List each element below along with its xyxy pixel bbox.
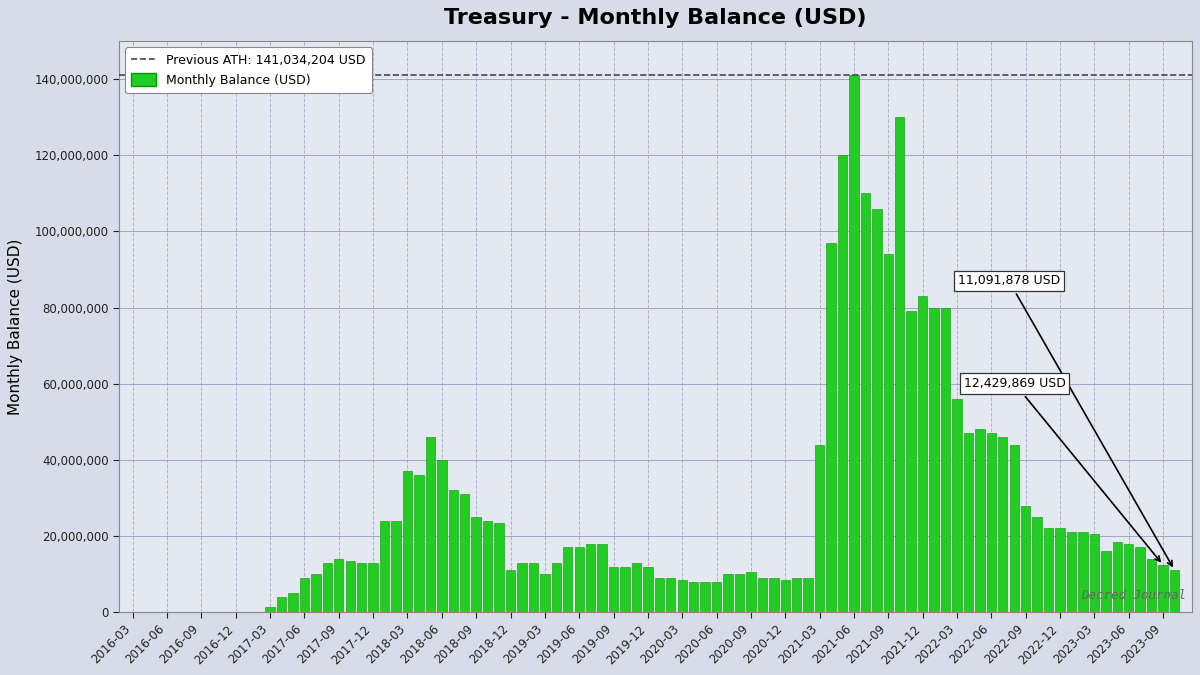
Bar bbox=[482, 521, 492, 612]
Title: Treasury - Monthly Balance (USD): Treasury - Monthly Balance (USD) bbox=[444, 8, 866, 28]
Bar bbox=[1102, 551, 1110, 612]
Bar bbox=[655, 578, 664, 612]
Bar bbox=[449, 490, 458, 612]
Bar bbox=[1009, 445, 1019, 612]
Text: Decred Journal: Decred Journal bbox=[1081, 589, 1187, 602]
Bar bbox=[1135, 547, 1145, 612]
Bar bbox=[1170, 570, 1180, 612]
Bar bbox=[311, 574, 320, 612]
Bar bbox=[757, 578, 767, 612]
Bar bbox=[563, 547, 572, 612]
Bar bbox=[918, 296, 928, 612]
Bar bbox=[929, 308, 938, 612]
Bar bbox=[356, 563, 366, 612]
Bar bbox=[860, 193, 870, 612]
Bar bbox=[827, 243, 835, 612]
Bar bbox=[517, 563, 527, 612]
Bar bbox=[437, 460, 446, 612]
Bar bbox=[494, 522, 504, 612]
Bar bbox=[265, 607, 275, 612]
Bar bbox=[838, 155, 847, 612]
Bar bbox=[998, 437, 1008, 612]
Bar bbox=[460, 494, 469, 612]
Bar bbox=[631, 563, 641, 612]
Bar bbox=[414, 475, 424, 612]
Bar bbox=[575, 547, 584, 612]
Legend: Previous ATH: 141,034,204 USD, Monthly Balance (USD): Previous ATH: 141,034,204 USD, Monthly B… bbox=[125, 47, 372, 93]
Bar bbox=[746, 572, 756, 612]
Bar bbox=[472, 517, 481, 612]
Bar bbox=[1067, 533, 1076, 612]
Bar bbox=[1044, 529, 1054, 612]
Bar bbox=[1147, 559, 1157, 612]
Bar bbox=[804, 578, 812, 612]
Bar bbox=[426, 437, 436, 612]
Bar bbox=[346, 561, 355, 612]
Bar bbox=[792, 578, 802, 612]
Bar bbox=[1124, 543, 1133, 612]
Bar bbox=[1032, 517, 1042, 612]
Bar bbox=[976, 429, 984, 612]
Bar bbox=[712, 582, 721, 612]
Bar bbox=[1112, 542, 1122, 612]
Bar bbox=[403, 471, 412, 612]
Bar bbox=[872, 209, 882, 612]
Bar bbox=[850, 75, 859, 612]
Bar bbox=[815, 445, 824, 612]
Bar bbox=[391, 521, 401, 612]
Bar bbox=[552, 563, 560, 612]
Bar bbox=[643, 566, 653, 612]
Bar bbox=[666, 578, 676, 612]
Bar bbox=[1079, 533, 1087, 612]
Bar bbox=[701, 582, 710, 612]
Bar bbox=[598, 543, 607, 612]
Bar bbox=[620, 566, 630, 612]
Bar bbox=[277, 597, 287, 612]
Text: 11,091,878 USD: 11,091,878 USD bbox=[958, 275, 1172, 566]
Bar bbox=[1021, 506, 1031, 612]
Bar bbox=[368, 563, 378, 612]
Bar bbox=[986, 433, 996, 612]
Bar bbox=[1158, 565, 1168, 612]
Bar bbox=[1090, 534, 1099, 612]
Bar bbox=[769, 578, 779, 612]
Bar bbox=[1055, 529, 1064, 612]
Bar bbox=[586, 543, 595, 612]
Bar bbox=[780, 580, 790, 612]
Bar bbox=[689, 582, 698, 612]
Text: 12,429,869 USD: 12,429,869 USD bbox=[964, 377, 1160, 562]
Bar bbox=[608, 566, 618, 612]
Bar bbox=[678, 580, 686, 612]
Bar bbox=[883, 254, 893, 612]
Bar bbox=[906, 311, 916, 612]
Bar bbox=[323, 563, 332, 612]
Bar bbox=[724, 574, 733, 612]
Bar bbox=[334, 559, 343, 612]
Bar bbox=[300, 578, 310, 612]
Bar bbox=[506, 570, 515, 612]
Bar bbox=[288, 593, 298, 612]
Bar bbox=[895, 117, 905, 612]
Bar bbox=[540, 574, 550, 612]
Bar bbox=[734, 574, 744, 612]
Bar bbox=[529, 563, 538, 612]
Bar bbox=[941, 308, 950, 612]
Bar bbox=[964, 433, 973, 612]
Y-axis label: Monthly Balance (USD): Monthly Balance (USD) bbox=[8, 238, 23, 415]
Bar bbox=[380, 521, 389, 612]
Bar bbox=[953, 399, 961, 612]
